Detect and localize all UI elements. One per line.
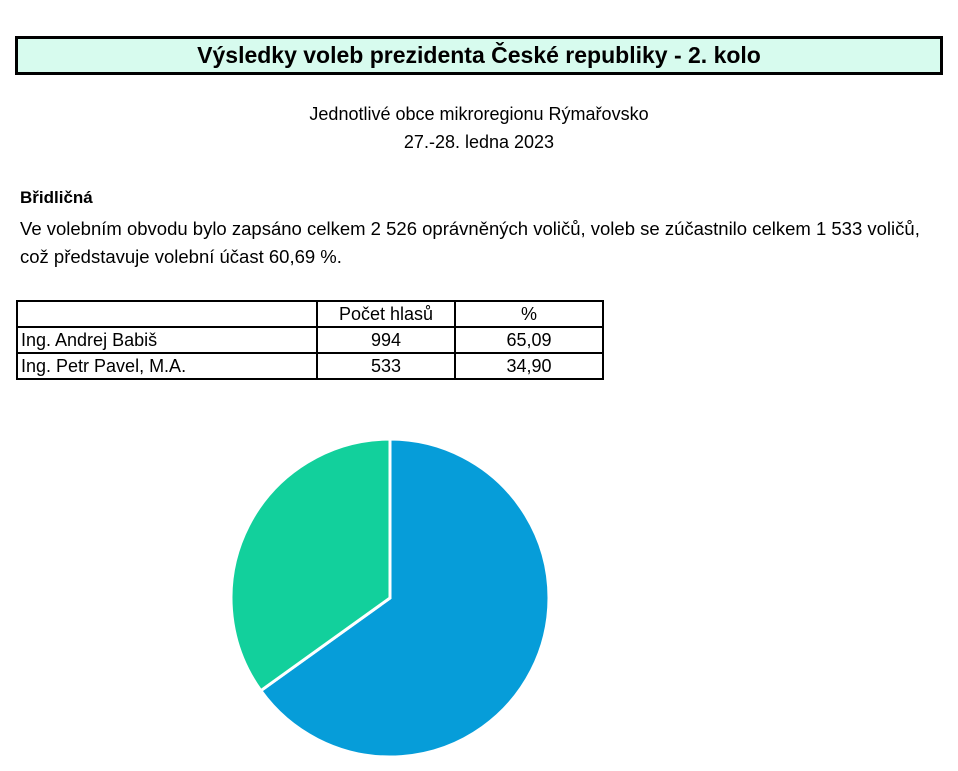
subtitle: Jednotlivé obce mikroregionu Rýmařovsko xyxy=(309,104,649,124)
header-cell-name xyxy=(16,300,318,328)
candidate-percent: 65,09 xyxy=(454,326,604,354)
candidate-name: Ing. Petr Pavel, M.A. xyxy=(16,352,318,380)
pie-slice-1 xyxy=(258,437,551,759)
table-header-row: Počet hlasů % xyxy=(16,300,604,328)
page-title-text: Výsledky voleb prezidenta České republik… xyxy=(197,42,761,68)
municipality-name: Břidličná xyxy=(20,188,93,207)
table-row: Ing. Andrej Babiš 994 65,09 xyxy=(16,326,604,354)
pie-chart xyxy=(229,437,551,759)
page-title: Výsledky voleb prezidenta České republik… xyxy=(15,36,943,75)
header-cell-votes: Počet hlasů xyxy=(316,300,456,328)
candidate-name: Ing. Andrej Babiš xyxy=(16,326,318,354)
candidate-percent: 34,90 xyxy=(454,352,604,380)
candidate-votes: 994 xyxy=(316,326,456,354)
results-table: Počet hlasů % Ing. Andrej Babiš 994 65,0… xyxy=(16,300,604,380)
turnout-description: Ve volebním obvodu bylo zapsáno celkem 2… xyxy=(20,218,920,267)
pie-slice-2 xyxy=(229,437,392,693)
header-cell-percent: % xyxy=(454,300,604,328)
election-date: 27.-28. ledna 2023 xyxy=(403,132,555,152)
candidate-votes: 533 xyxy=(316,352,456,380)
table-row: Ing. Petr Pavel, M.A. 533 34,90 xyxy=(16,352,604,380)
